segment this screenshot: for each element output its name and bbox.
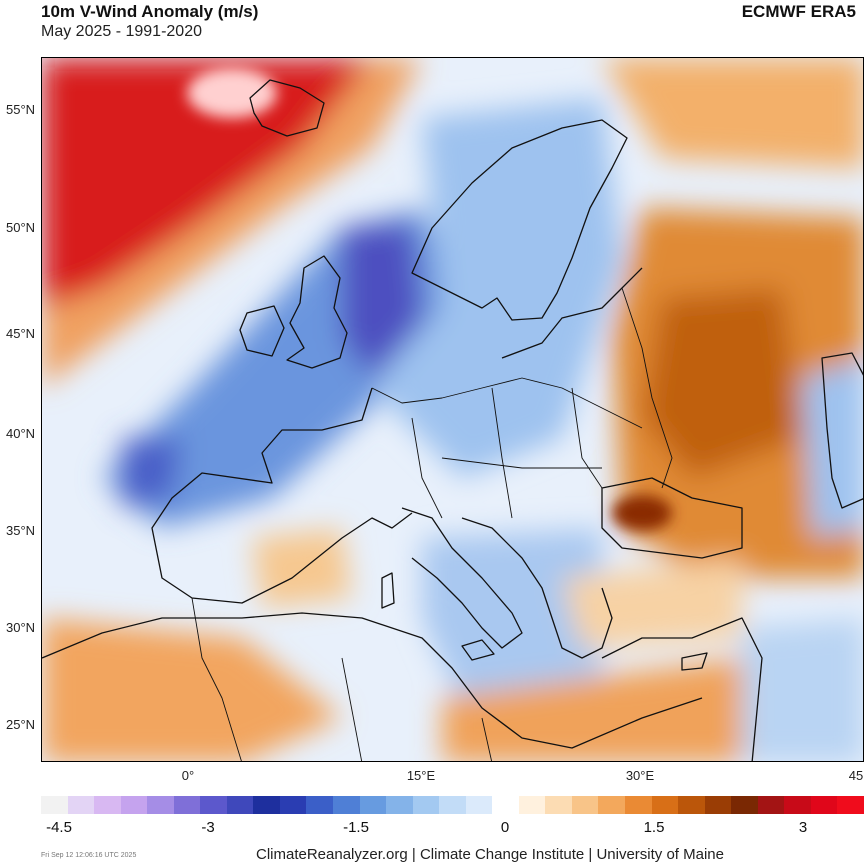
colorbar-cell-6 bbox=[200, 796, 227, 814]
border-line-3 bbox=[491, 387, 513, 519]
border-line-9 bbox=[481, 717, 493, 761]
coast-sicily bbox=[461, 639, 495, 661]
anomaly-map-svg bbox=[42, 58, 863, 761]
colorbar-cell-18 bbox=[518, 796, 546, 814]
field-northeast-orange bbox=[602, 58, 863, 168]
lat-label-50n: 50°N bbox=[6, 220, 36, 235]
coastlines bbox=[42, 79, 863, 761]
colorbar-cell-9 bbox=[279, 796, 307, 814]
colorbar-cell-21 bbox=[598, 796, 626, 814]
colorbar-cell-26 bbox=[731, 796, 758, 814]
lon-label-45: 45 bbox=[848, 768, 864, 783]
border-line-6 bbox=[441, 457, 602, 469]
colorbar-cell-14 bbox=[412, 796, 440, 814]
field-caspian-blue bbox=[802, 358, 863, 538]
colorbar-cell-8 bbox=[253, 796, 280, 814]
colorbar-cell-5 bbox=[173, 796, 201, 814]
colorbar-label-0: 0 bbox=[500, 819, 510, 836]
colorbar-label-1-5: 1.5 bbox=[643, 819, 665, 836]
dataset-source: ECMWF ERA5 bbox=[741, 2, 856, 21]
colorbar-cell-25 bbox=[704, 796, 732, 814]
field-levant-blue bbox=[742, 618, 863, 761]
lat-label-35n: 35°N bbox=[6, 523, 36, 538]
coast-cyprus bbox=[681, 652, 708, 671]
colorbar-cell-19 bbox=[545, 796, 572, 814]
colorbar-cell-1 bbox=[67, 796, 95, 814]
coast-sardinia bbox=[381, 572, 395, 609]
colorbar-cell-23 bbox=[651, 796, 679, 814]
field-spain-orange bbox=[252, 528, 352, 608]
coast-north-africa bbox=[42, 612, 703, 749]
border-line-4 bbox=[571, 387, 603, 489]
colorbar-cell-10 bbox=[306, 796, 334, 814]
field-nw-pale-spot bbox=[187, 68, 277, 118]
coast-ireland bbox=[239, 305, 285, 357]
coast-britain bbox=[286, 255, 348, 369]
field-northsea-deep-blue bbox=[342, 223, 422, 378]
lat-label-40n: 40°N bbox=[6, 426, 36, 441]
chart-subtitle: May 2025 - 1991-2020 bbox=[41, 23, 202, 40]
colorbar bbox=[41, 796, 864, 814]
colorbar-cell-11 bbox=[333, 796, 360, 814]
credits-line: ClimateReanalyzer.org | Climate Change I… bbox=[256, 846, 724, 863]
colorbar-cell-17 bbox=[492, 796, 519, 814]
field-libya-orange bbox=[442, 658, 742, 761]
colorbar-cell-16 bbox=[465, 796, 493, 814]
anomaly-map bbox=[41, 57, 864, 762]
colorbar-cell-30 bbox=[837, 796, 864, 814]
coast-black-sea bbox=[601, 477, 743, 559]
colorbar-cell-24 bbox=[678, 796, 705, 814]
anomaly-field bbox=[42, 58, 863, 761]
field-nw-red bbox=[42, 58, 372, 308]
lat-label-30n: 30°N bbox=[6, 620, 36, 635]
colorbar-cell-29 bbox=[810, 796, 838, 814]
border-line-7 bbox=[191, 597, 242, 761]
lat-label-25n: 25°N bbox=[6, 717, 36, 732]
border-line-5 bbox=[621, 287, 673, 489]
border-line-1 bbox=[371, 377, 643, 429]
colorbar-cell-15 bbox=[439, 796, 466, 814]
lon-label-30e: 30°E bbox=[625, 768, 655, 783]
colorbar-cell-3 bbox=[120, 796, 148, 814]
lat-label-45n: 45°N bbox=[6, 326, 36, 341]
colorbar-cell-28 bbox=[784, 796, 811, 814]
generated-timestamp: Fri Sep 12 12:06:16 UTC 2025 bbox=[41, 852, 137, 859]
colorbar-cell-13 bbox=[386, 796, 413, 814]
field-africa-west-orange bbox=[42, 618, 342, 761]
field-balkan-blue bbox=[422, 528, 602, 708]
coast-balkans bbox=[461, 517, 613, 659]
colorbar-label-3: 3 bbox=[798, 819, 808, 836]
colorbar-cell-4 bbox=[147, 796, 174, 814]
field-biscay-blue bbox=[122, 438, 182, 508]
coast-iceland bbox=[249, 79, 325, 137]
colorbar-label-minus-1-5: -1.5 bbox=[343, 819, 369, 836]
colorbar-cell-7 bbox=[226, 796, 254, 814]
field-east-dark-orange bbox=[642, 288, 802, 478]
border-line-2 bbox=[411, 417, 443, 519]
coast-caspian bbox=[821, 352, 863, 509]
field-turkey-orange bbox=[562, 558, 742, 648]
coast-iberia-france bbox=[151, 387, 413, 604]
coast-scandinavia bbox=[411, 119, 628, 321]
lon-label-0: 0° bbox=[181, 768, 195, 783]
colorbar-cell-2 bbox=[94, 796, 121, 814]
colorbar-cell-20 bbox=[571, 796, 599, 814]
border-line-8 bbox=[341, 657, 363, 761]
colorbar-label-minus-3: -3 bbox=[201, 819, 215, 836]
field-crimea-spot bbox=[612, 495, 672, 531]
field-europe-lightblue bbox=[372, 98, 622, 478]
lat-label-55n: 55°N bbox=[6, 102, 36, 117]
lon-label-15e: 15°E bbox=[406, 768, 436, 783]
chart-title: 10m V-Wind Anomaly (m/s) bbox=[41, 2, 259, 21]
coast-italy bbox=[401, 507, 523, 649]
colorbar-cell-0 bbox=[41, 796, 68, 814]
coast-levant bbox=[601, 617, 763, 761]
colorbar-cell-12 bbox=[359, 796, 387, 814]
colorbar-cell-22 bbox=[625, 796, 652, 814]
coast-baltic bbox=[501, 267, 643, 359]
colorbar-label-minus-4-5: -4.5 bbox=[46, 819, 72, 836]
colorbar-cell-27 bbox=[757, 796, 785, 814]
